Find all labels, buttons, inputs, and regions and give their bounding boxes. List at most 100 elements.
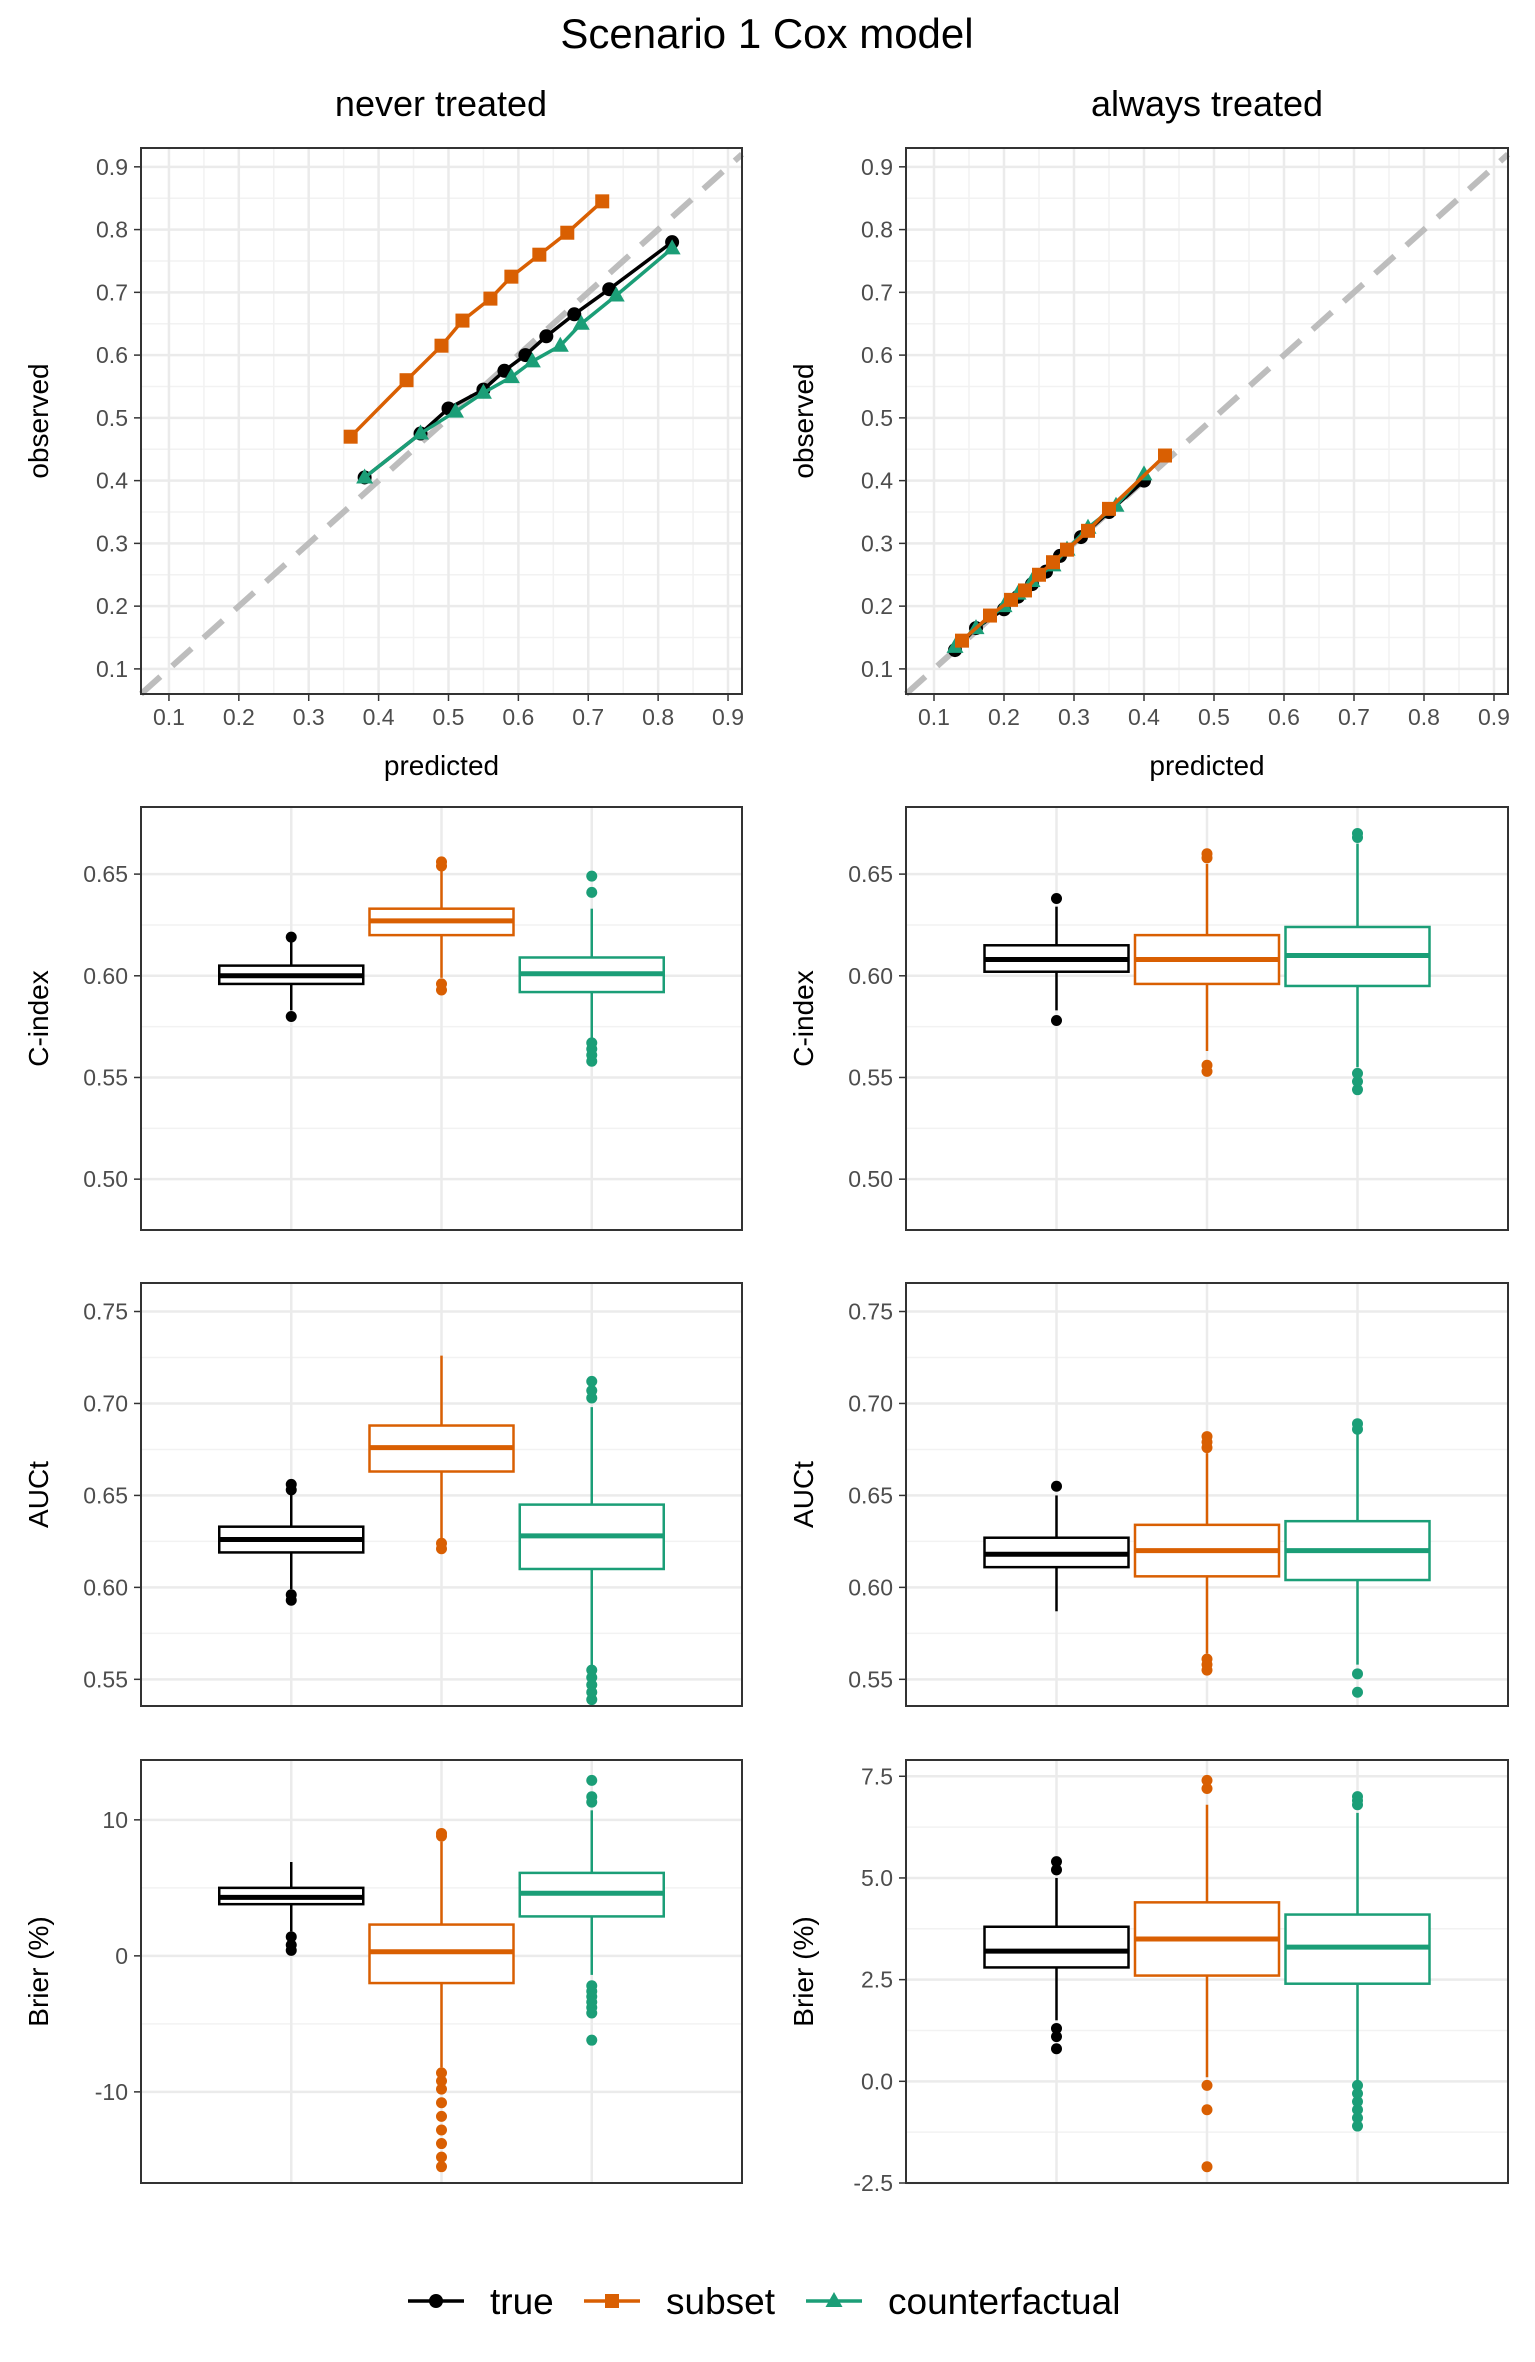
outlier-point (1051, 893, 1062, 905)
outlier-point (1352, 2096, 1363, 2108)
x-tick-label: 0.4 (1128, 704, 1160, 730)
y-tick-label: 0.65 (83, 861, 128, 887)
box-subset (368, 1355, 515, 1555)
x-tick-label: 0.7 (1338, 704, 1370, 730)
y-axis-label: observed (788, 363, 819, 478)
point-subset (1046, 555, 1060, 570)
point-subset (955, 633, 969, 648)
y-axis-label: C-index (23, 970, 54, 1066)
y-axis-label: Brier (%) (788, 1916, 819, 2026)
y-axis-label: C-index (788, 970, 819, 1066)
boxplot-panel-auct-never-treated: 0.55 0.60 0.65 0.70 0.75 AUCt (23, 1282, 743, 1707)
calibration-panel-always-treated: 0.1 0.1 0.2 0.2 0.3 0.3 0.4 0.4 0.5 0.5 0.6 0.6 0.7 0… (788, 147, 1511, 781)
y-tick-label: 0.70 (83, 1390, 128, 1416)
point-counterfactual (523, 352, 541, 368)
outlier-point (586, 870, 598, 882)
outlier-point (1201, 848, 1213, 860)
x-tick-label: 0.9 (712, 704, 744, 730)
outlier-point (285, 1478, 297, 1490)
outlier-point (586, 2034, 598, 2046)
y-tick-label: 0.55 (83, 1666, 128, 1692)
boxplot-panel-brier-never-treated: -10 0 10 Brier (%) (23, 1759, 743, 2184)
point-counterfactual (356, 468, 374, 484)
outlier-point (285, 1010, 297, 1022)
outlier-point (436, 1537, 447, 1549)
y-tick-label: 0.6 (96, 342, 128, 368)
x-tick-label: 0.8 (1408, 704, 1440, 730)
x-axis-label: predicted (1149, 750, 1264, 781)
panel-border (905, 1282, 1509, 1707)
y-tick-label: 0.65 (848, 1482, 893, 1508)
y-tick-label: 0.70 (848, 1390, 893, 1416)
y-tick-label: -2.5 (853, 2170, 893, 2196)
panels: 0.10.10.20.20.30.30.40.40.50.50.60.60.70… (23, 147, 1511, 2196)
point-counterfactual (1135, 465, 1153, 481)
point-subset (532, 247, 547, 262)
point-counterfactual (572, 314, 590, 330)
box-true (983, 1856, 1130, 2055)
y-tick-label: 0.8 (96, 217, 128, 243)
outlier-point (1352, 1067, 1363, 1079)
box-true (218, 1478, 365, 1606)
panel-border (905, 147, 1509, 695)
x-tick-label: 0.1 (153, 704, 185, 730)
outlier-point (436, 2124, 447, 2136)
outlier-point (586, 1664, 598, 1676)
y-tick-label: 0.55 (83, 1064, 128, 1090)
outlier-point (1352, 1076, 1363, 1088)
y-tick-label: 0.7 (96, 279, 128, 305)
box-counterfactual (518, 1375, 665, 1706)
outlier-point (285, 1939, 297, 1951)
y-tick-label: 0.3 (96, 530, 128, 556)
point-subset (1081, 523, 1095, 538)
x-tick-label: 0.6 (502, 704, 534, 730)
box-counterfactual (518, 870, 665, 1067)
y-tick-label: 7.5 (861, 1763, 893, 1789)
boxplot-panel-cindex-never-treated: 0.50 0.55 0.60 0.65 C-index (23, 806, 743, 1231)
y-tick-label: 0.65 (83, 1482, 128, 1508)
outlier-point (285, 1931, 297, 1943)
y-tick-label: 0.60 (83, 1574, 128, 1600)
box-counterfactual (1284, 1418, 1431, 1698)
outlier-point (1051, 1856, 1062, 1868)
box-subset (1133, 848, 1281, 1077)
outlier-point (586, 1774, 598, 1786)
facet-label-never-treated: never treated (335, 83, 547, 124)
outlier-point (285, 1589, 297, 1601)
y-tick-label: 0.0 (861, 2068, 893, 2094)
y-tick-label: 0.60 (848, 1574, 893, 1600)
point-subset (343, 429, 358, 444)
outlier-point (436, 2151, 447, 2163)
outlier-point (436, 856, 447, 868)
boxplot-panel-auct-always-treated: 0.55 0.60 0.65 0.70 0.75 AUCt (788, 1282, 1509, 1707)
outlier-point (586, 1980, 598, 1992)
point-counterfactual (502, 368, 520, 384)
x-tick-label: 0.3 (293, 704, 325, 730)
point-subset (483, 291, 498, 306)
x-tick-label: 0.9 (1478, 704, 1510, 730)
outlier-point (1352, 2088, 1363, 2100)
point-subset (1158, 448, 1172, 463)
outlier-point (1201, 1774, 1213, 1786)
x-tick-label: 0.8 (642, 704, 674, 730)
y-tick-label: 0.4 (861, 468, 893, 494)
point-true (567, 307, 582, 322)
box-subset (368, 1827, 515, 2173)
y-tick-label: -10 (95, 2079, 128, 2105)
outlier-point (436, 1827, 447, 1839)
series-line-true (363, 240, 674, 479)
box-subset (1133, 1431, 1281, 1676)
y-tick-label: 2.5 (861, 1967, 893, 1993)
outlier-point (285, 931, 297, 943)
y-tick-label: 0.60 (848, 963, 893, 989)
y-tick-label: 0.55 (848, 1666, 893, 1692)
x-tick-label: 0.5 (432, 704, 464, 730)
figure-title: Scenario 1 Cox model (560, 10, 973, 57)
legend-item-subset: subset (584, 2281, 776, 2322)
point-counterfactual (663, 239, 681, 255)
outlier-point (1352, 1418, 1363, 1430)
point-subset (1018, 583, 1032, 598)
boxplot-panel-brier-always-treated: -2.5 0.0 2.5 5.0 7.5 Brier (%) (788, 1759, 1509, 2196)
point-subset (1060, 542, 1074, 557)
panel-border (905, 1759, 1509, 2184)
